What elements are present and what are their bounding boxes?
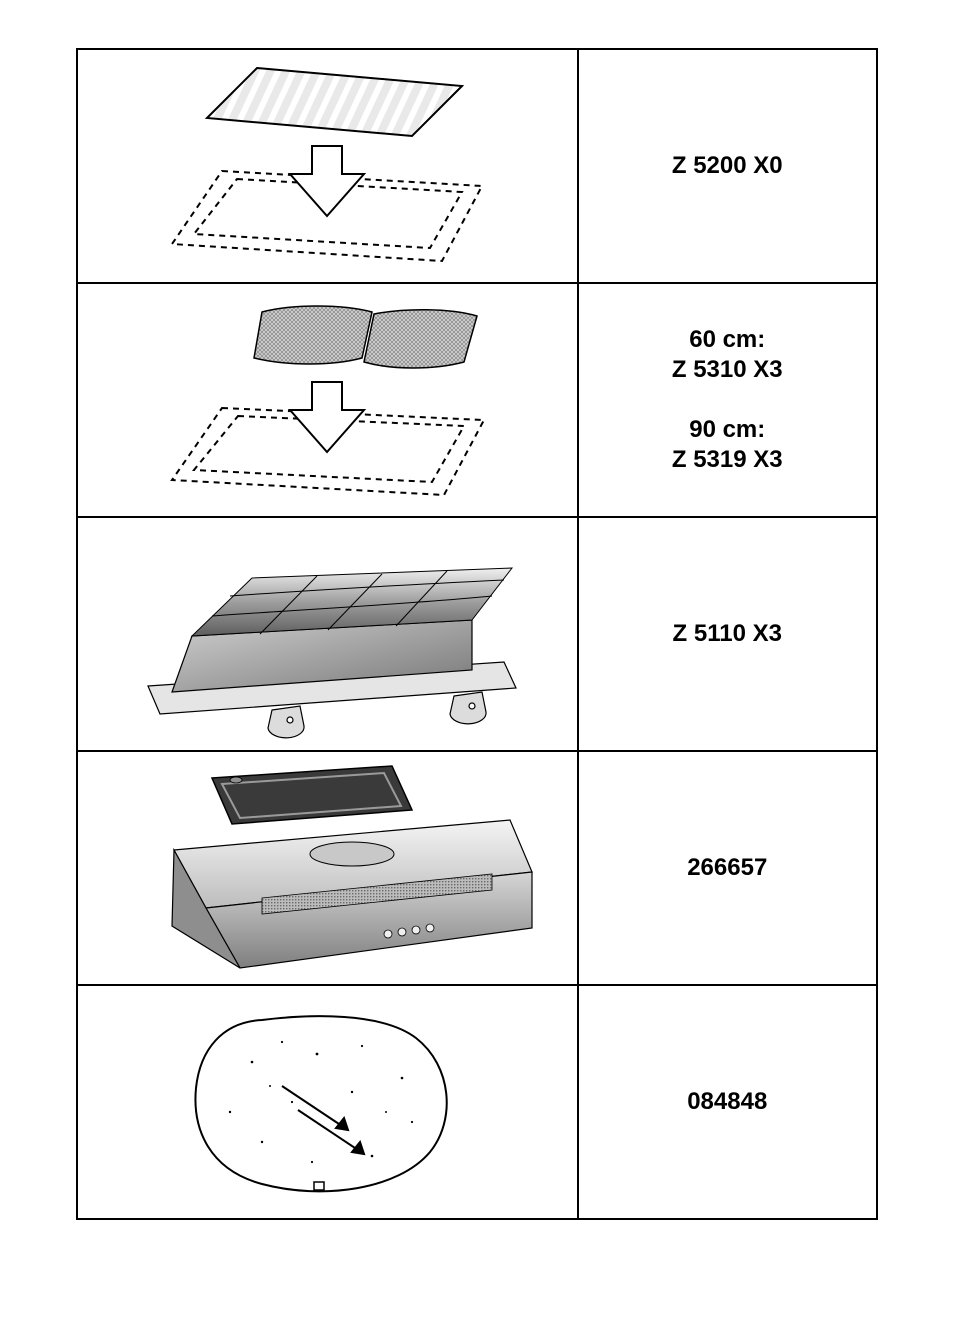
part-label: 60 cm: Z 5310 X3 90 cm: Z 5319 X3 <box>578 283 878 517</box>
filter-mat-insert-icon <box>112 56 542 276</box>
illustration-cell <box>77 517 578 751</box>
hood-with-cover-plate-icon <box>112 758 542 978</box>
parts-table: Z 5200 X0 <box>76 48 878 1220</box>
round-damper-flap-icon <box>112 992 542 1212</box>
part-label: Z 5110 X3 <box>578 517 878 751</box>
illustration-cell <box>77 985 578 1219</box>
page: Z 5200 X0 <box>0 0 954 1280</box>
illustration-cell <box>77 283 578 517</box>
part-label: 266657 <box>578 751 878 985</box>
table-row: Z 5200 X0 <box>77 49 877 283</box>
part-label: 084848 <box>578 985 878 1219</box>
metal-mesh-filter-insert-icon <box>112 290 542 510</box>
table-row: Z 5110 X3 <box>77 517 877 751</box>
table-row: 266657 <box>77 751 877 985</box>
table-row: 60 cm: Z 5310 X3 90 cm: Z 5319 X3 <box>77 283 877 517</box>
charcoal-filter-block-icon <box>112 524 542 744</box>
part-label: Z 5200 X0 <box>578 49 878 283</box>
table-row: 084848 <box>77 985 877 1219</box>
illustration-cell <box>77 49 578 283</box>
illustration-cell <box>77 751 578 985</box>
